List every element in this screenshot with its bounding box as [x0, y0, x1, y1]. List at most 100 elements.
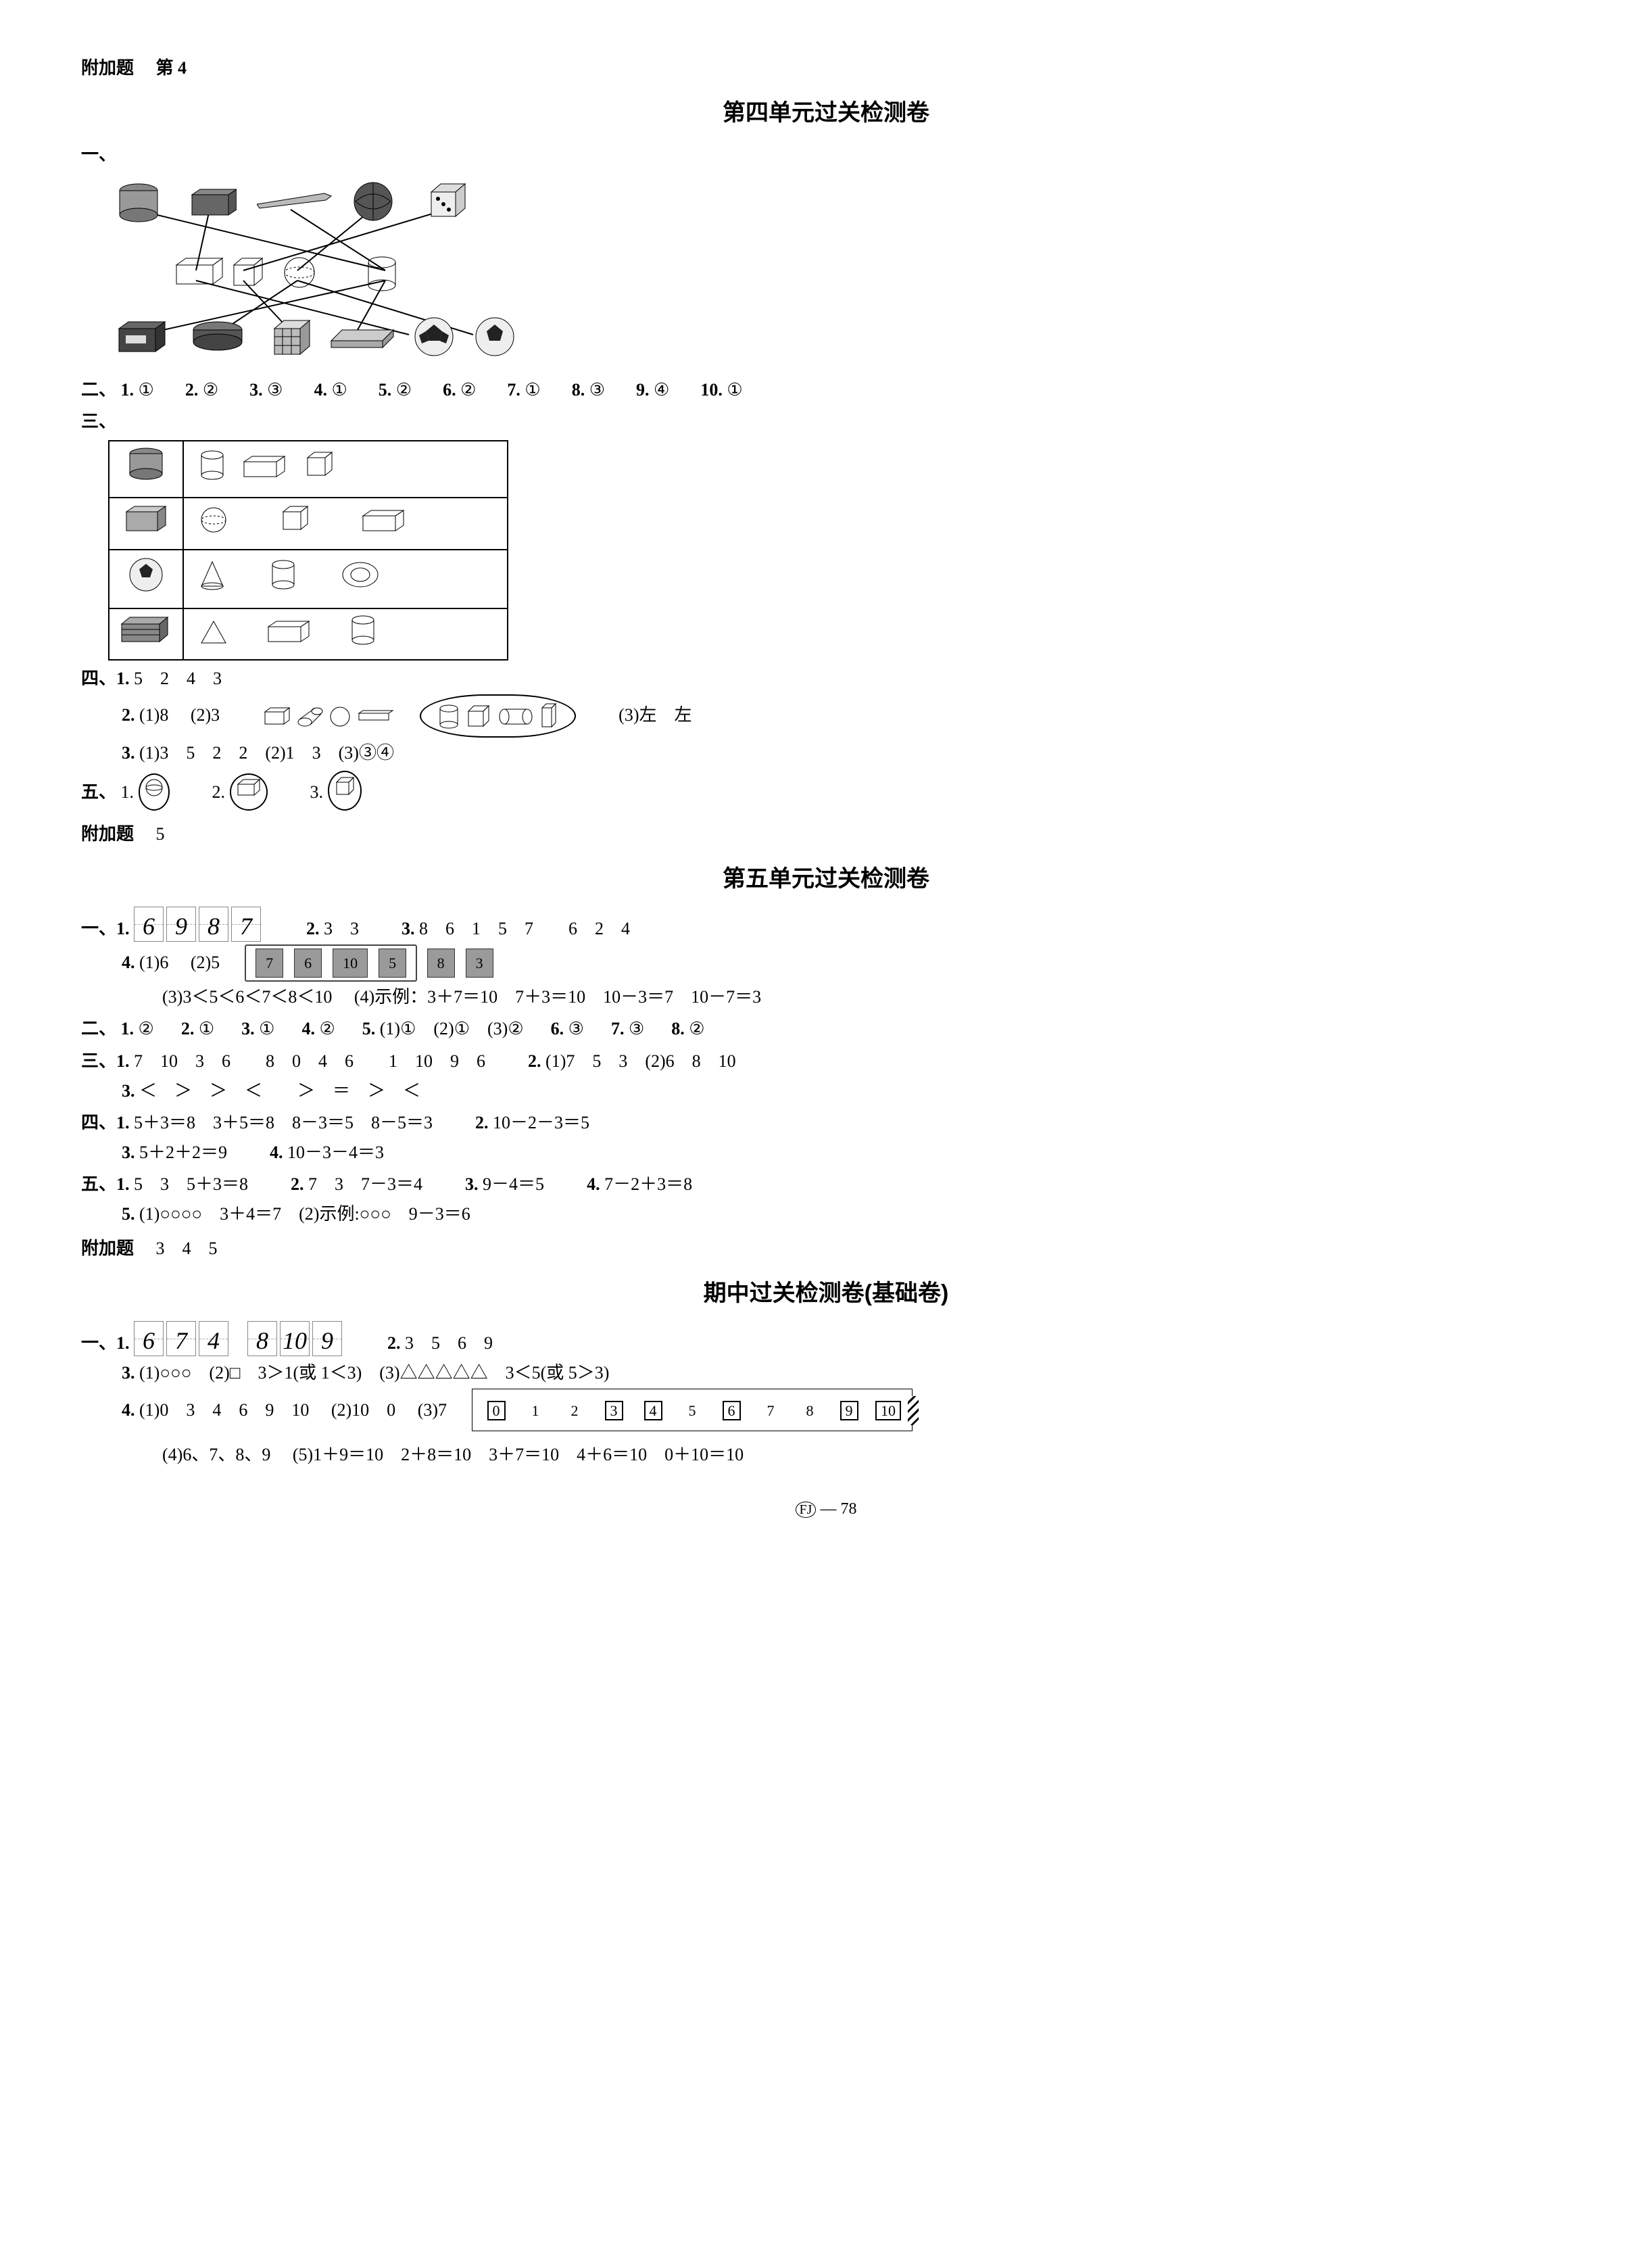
- cell-cylinders: [183, 441, 508, 498]
- numline-cell: 3: [594, 1399, 633, 1422]
- mid-s1-a2: 3 5 6 9: [405, 1333, 493, 1353]
- digit-box: 8: [199, 907, 228, 942]
- u5-s1-4-p2: (2)5: [191, 953, 220, 972]
- u5s2-q: 7.: [611, 1019, 625, 1038]
- grey-box: 10: [333, 949, 368, 978]
- u5-fujia-val: 3 4 5: [156, 1239, 218, 1258]
- unit4-section4: 四、1. 5 2 4 3 2. (1)8 (2)3 (3)左 左 3. (1)3…: [81, 665, 1571, 767]
- s2-a: ①: [134, 380, 154, 400]
- u5-s5-q4: 4.: [587, 1174, 600, 1194]
- s2-q: 2.: [185, 380, 199, 400]
- u5-s5-a2: 7 3 7－3＝4: [308, 1174, 422, 1194]
- u5-s3-q2: 2.: [528, 1051, 541, 1071]
- unit4-title: 第四单元过关检测卷: [81, 95, 1571, 131]
- unit5-section4: 四、1. 5＋3＝8 3＋5＝8 8－3＝5 8－5＝3 2. 10－2－3＝5…: [81, 1109, 1571, 1166]
- cell-box: [109, 498, 183, 550]
- s2-q: 10.: [700, 380, 723, 400]
- numline-cell: 7: [751, 1399, 790, 1422]
- u5-s1-q2: 2.: [306, 919, 320, 938]
- u5-s1-4-p3: (3)3＜5＜6＜7＜8＜10: [162, 987, 332, 1007]
- digit-box: 7: [231, 907, 261, 942]
- grey-box: 5: [379, 949, 406, 978]
- s2-q: 8.: [572, 380, 585, 400]
- dice-icon: [426, 181, 466, 231]
- mid-digit-boxes: 6748109: [134, 1333, 345, 1353]
- unit4-section3: 三、: [81, 408, 1571, 661]
- numline-cell: 1: [516, 1399, 555, 1422]
- s2-a: ①: [723, 380, 743, 400]
- footer-dash: —: [820, 1500, 836, 1518]
- mid-s1-q1: 1.: [116, 1333, 130, 1353]
- s2-q: 7.: [507, 380, 520, 400]
- unit4-section1: 一、: [81, 141, 1571, 372]
- circled-sphere-icon: [139, 773, 170, 811]
- u5-s5-a5: (1)○○○○ 3＋4＝7 (2)示例:○○○ 9－3＝6: [139, 1204, 470, 1224]
- digit-box: 4: [199, 1321, 228, 1356]
- fujia-label2: 附加题: [81, 824, 134, 844]
- matching-diagram: [95, 169, 581, 372]
- u5s2-q: 8.: [671, 1019, 685, 1038]
- mid-s1-label: 一、: [81, 1333, 116, 1353]
- unit5-title: 第五单元过关检测卷: [81, 861, 1571, 897]
- u5s2-q: 6.: [551, 1019, 564, 1038]
- number-line: 012345678910: [472, 1389, 913, 1432]
- section3-label: 三、: [81, 411, 116, 431]
- s2-a: ②: [198, 380, 218, 400]
- u5-s2-answers: 1. ②2. ①3. ①4. ②5. (1)① (2)① (3)②6. ③7. …: [121, 1019, 732, 1038]
- mid-s1-a3: (1)○○○ (2)□ 3＞1(或 1＜3) (3)△△△△△ 3＜5(或 5＞…: [139, 1363, 609, 1383]
- digit-box: 7: [166, 1321, 196, 1356]
- section5-label: 五、: [81, 782, 116, 802]
- u5-s4-q4: 4.: [270, 1143, 283, 1162]
- s4-q2: 2.: [122, 705, 135, 725]
- page-footer: FJ — 78: [81, 1496, 1571, 1522]
- mid-s1-4-p3: (3)7: [418, 1400, 447, 1420]
- s4-q3: 3.: [122, 743, 135, 763]
- numline-cell: 4: [633, 1399, 673, 1422]
- digit-boxes: 6987: [134, 919, 264, 938]
- u5s2-a: ②: [685, 1019, 705, 1038]
- u5-s5-a1: 5 3 5＋3＝8: [134, 1174, 248, 1194]
- grouped-boxes: 76105: [245, 944, 417, 982]
- unit4-fujia: 附加题 5: [81, 820, 1571, 848]
- cell-row2: [183, 498, 508, 550]
- inkbox-icon: [115, 318, 169, 364]
- soccerball-icon: [412, 315, 456, 367]
- u5-s2-label: 二、: [81, 1018, 116, 1038]
- u5s2-q: 2.: [181, 1019, 195, 1038]
- s2-a: ③: [585, 380, 605, 400]
- pencil-icon: [257, 189, 338, 218]
- u5-s4-a2: 10－2－3＝5: [493, 1113, 589, 1132]
- cylinder-outline-icon: [365, 256, 399, 301]
- unit4-section5: 五、 1. 2. 3.: [81, 771, 1571, 811]
- u5-s1-4-p1: (1)6: [139, 953, 168, 972]
- u5-s4-q3: 3.: [122, 1143, 135, 1162]
- mid-s1-q2: 2.: [387, 1333, 401, 1353]
- can-icon: [115, 183, 162, 223]
- u5-s4-a4: 10－3－4＝3: [287, 1143, 384, 1162]
- table-row: [109, 441, 508, 498]
- digit-box: 6: [134, 1321, 164, 1356]
- s4-2-p3: (3)左 左: [618, 705, 691, 725]
- s4-3-text: (1)3 5 2 2 (2)1 3 (3)③④: [139, 743, 394, 763]
- u5-s5-a3: 9－4＝5: [483, 1174, 544, 1194]
- grey-box: 8: [427, 949, 455, 978]
- u5-s4-a3: 5＋2＋2＝9: [139, 1143, 227, 1162]
- s4-q1: 1.: [116, 669, 130, 688]
- mid-s1-q3: 3.: [122, 1363, 135, 1383]
- cube-outline-icon: [230, 256, 265, 300]
- mid-section1: 一、1. 6748109 2. 3 5 6 9 3. (1)○○○ (2)□ 3…: [81, 1321, 1571, 1468]
- u5s2-q: 3.: [241, 1019, 255, 1038]
- section4-label: 四、: [81, 668, 116, 688]
- top-header: 附加题 第 4: [81, 54, 1571, 82]
- numline-cell: 9: [829, 1399, 869, 1422]
- cuboid-outline-icon: [172, 256, 226, 297]
- fujia-val2: 5: [156, 824, 165, 844]
- u5s2-a: ①: [255, 1019, 275, 1038]
- u5-s5-a4: 7－2＋3＝8: [604, 1174, 692, 1194]
- table-row: [109, 498, 508, 550]
- circled-cube-icon: [328, 771, 362, 811]
- u5-s1-a3: 8 6 1 5 7 6 2 4: [419, 919, 630, 938]
- sphere-outline-icon: [283, 256, 316, 298]
- unit5-fujia: 附加题 3 4 5: [81, 1235, 1571, 1263]
- s4-2-p1: (1)8: [139, 705, 168, 725]
